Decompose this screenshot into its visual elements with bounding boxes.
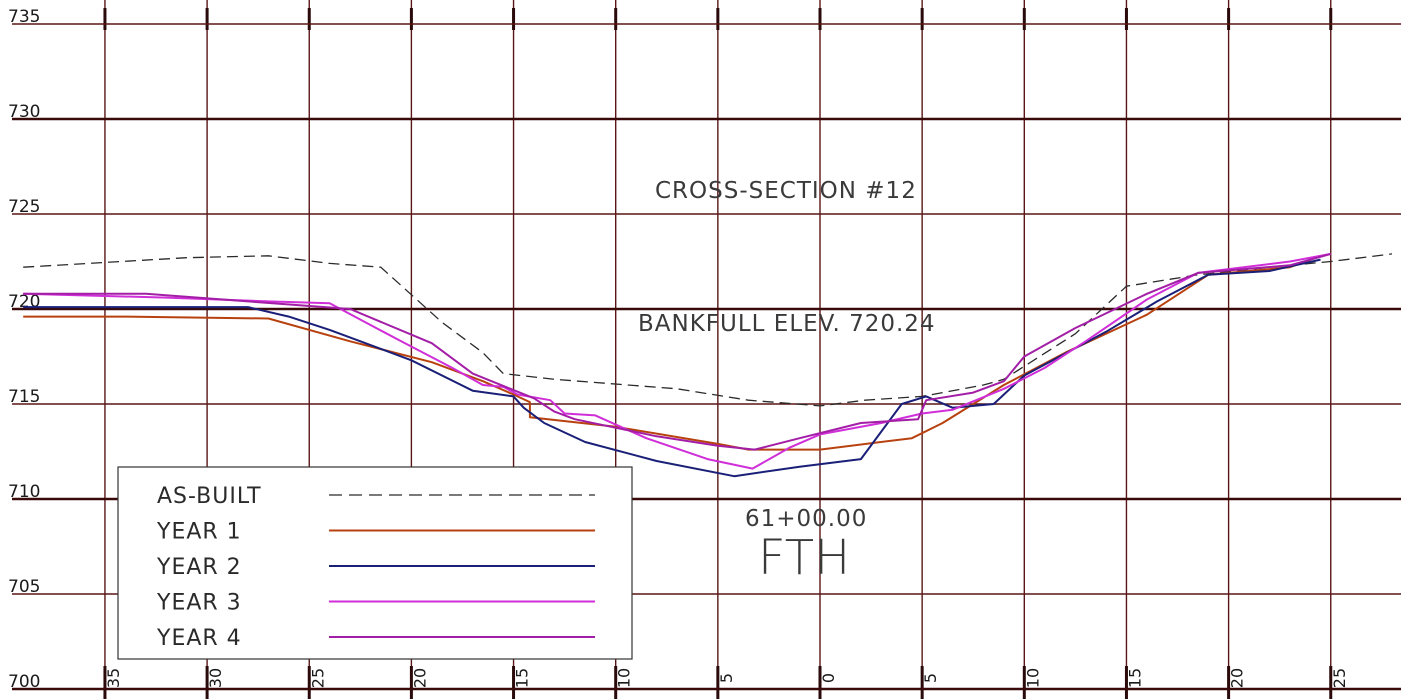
series-lines [23,252,1393,478]
station-annotation: 61+00.00 [745,506,867,532]
x-tick-label: 25 [1330,668,1349,688]
series-line [23,258,1321,478]
bankfull-annotation: BANKFULL ELEV. 720.24 [638,311,936,337]
x-tick-label: 5 [717,673,736,683]
x-tick-label: 20 [410,668,429,688]
x-tick-label: 5 [921,673,940,683]
fth-annotation: FTH [758,530,850,586]
legend-label: YEAR 4 [156,626,242,651]
legend-label: AS-BUILT [157,484,262,509]
x-tick-label: 15 [513,668,532,688]
y-tick-label: 725 [8,197,40,217]
series-line [23,253,1393,407]
y-tick-label: 715 [8,387,40,407]
x-tick-label: 30 [206,668,225,688]
chart-title: CROSS-SECTION #12 [655,178,917,204]
x-tick-label: 15 [1125,668,1144,688]
x-tick-label: 0 [819,673,838,683]
y-tick-label: 700 [8,672,40,692]
y-tick-label: 710 [8,482,40,502]
y-tick-label: 735 [8,7,40,27]
x-axis-tick-labels: 35 30 25 20 15 10 5 0 5 10 15 20 25 [104,668,1349,688]
x-tick-label: 25 [308,668,327,688]
legend-label: YEAR 1 [156,520,242,545]
x-tick-label: 20 [1228,668,1247,688]
legend: AS-BUILT YEAR 1 YEAR 2 YEAR 3 YEAR 4 [117,466,633,660]
series-line [23,252,1332,451]
x-tick-label: 35 [104,668,123,688]
y-tick-label: 705 [8,577,40,597]
legend-box [117,466,633,660]
x-tick-label: 10 [615,668,634,688]
legend-label: YEAR 2 [156,555,242,580]
legend-label: YEAR 3 [156,591,242,616]
y-tick-label: 730 [8,102,40,122]
series-line [23,252,1331,470]
x-tick-label: 10 [1023,668,1042,688]
